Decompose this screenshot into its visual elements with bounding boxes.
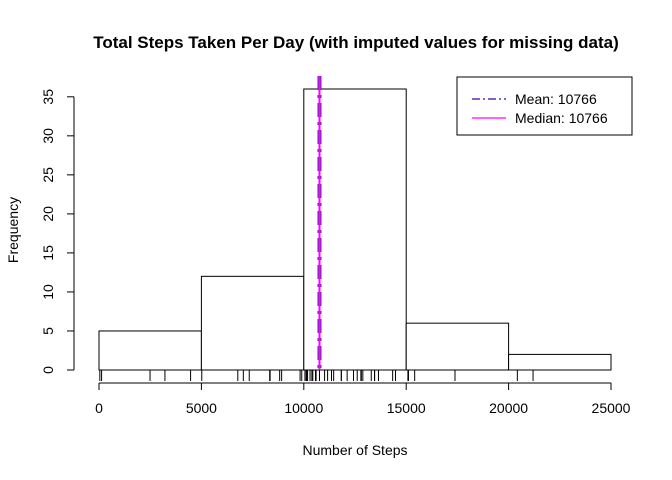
y-axis-label: Frequency (5, 197, 21, 263)
bars-group (98, 88, 612, 371)
legend-box (456, 76, 633, 136)
y-tick-label: 20 (40, 206, 56, 222)
legend-median-label: Median: 10766 (515, 110, 608, 126)
legend: Mean: 10766 Median: 10766 (456, 76, 633, 136)
x-tick-label: 5000 (186, 400, 217, 416)
rug-group (99, 370, 534, 381)
histogram-bar (98, 330, 202, 371)
x-tick-label: 0 (95, 400, 103, 416)
y-tick-label: 5 (40, 327, 56, 335)
y-tick-label: 30 (40, 128, 56, 144)
y-axis: 0 5 10 15 20 25 30 35 (40, 89, 75, 374)
histogram-bar (508, 353, 612, 371)
x-tick-label: 20000 (489, 400, 528, 416)
x-axis-label: Number of Steps (302, 442, 407, 458)
x-tick-label: 25000 (592, 400, 631, 416)
y-tick-label: 35 (40, 89, 56, 105)
y-tick-label: 0 (40, 366, 56, 374)
chart-title: Total Steps Taken Per Day (with imputed … (93, 33, 619, 52)
y-tick-label: 15 (40, 245, 56, 261)
histogram-bar (405, 322, 510, 371)
x-axis: 0 5000 10000 15000 20000 25000 (95, 382, 631, 416)
y-tick-label: 10 (40, 284, 56, 300)
legend-mean-label: Mean: 10766 (515, 91, 597, 107)
y-tick-label: 25 (40, 167, 56, 183)
x-tick-label: 10000 (284, 400, 323, 416)
histogram-bar (200, 275, 305, 371)
x-tick-label: 15000 (387, 400, 426, 416)
